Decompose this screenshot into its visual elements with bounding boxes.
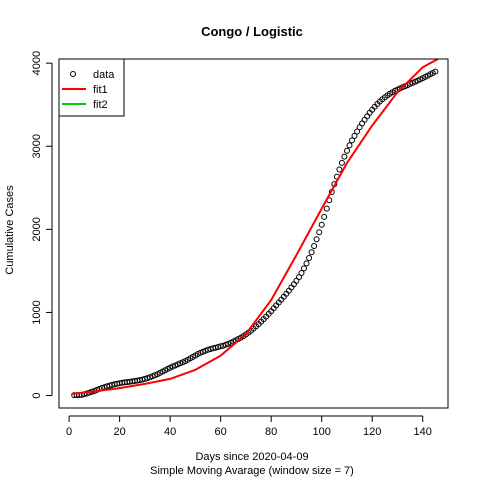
y-axis-label: Cumulative Cases — [4, 185, 16, 275]
data-point-111 — [351, 132, 358, 139]
y-tick-label-1: 1000 — [31, 300, 43, 324]
legend-box — [58, 58, 125, 117]
y-tick-label-3: 3000 — [31, 134, 43, 158]
data-point-53 — [205, 346, 211, 353]
data-point-29 — [144, 375, 151, 382]
data-point-143 — [432, 68, 439, 75]
data-point-97 — [316, 229, 323, 236]
legend-label-data: data — [93, 69, 115, 81]
data-point-94 — [308, 249, 315, 256]
x-axis-label: Days since 2020-04-09 — [195, 451, 308, 463]
data-point-99 — [321, 213, 328, 220]
data-point-98 — [318, 221, 325, 228]
data-point-100 — [323, 205, 330, 212]
data-point-108 — [344, 147, 350, 154]
data-point-115 — [361, 116, 368, 123]
legend-marker-data — [70, 71, 76, 77]
y-axis: 0 1000 2000 3000 4000 — [31, 51, 53, 399]
data-point-93 — [306, 255, 313, 261]
x-tick-label-5: 100 — [313, 426, 331, 438]
data-point-96 — [313, 236, 320, 243]
x-axis: 0 20 40 60 80 100 120 140 — [66, 415, 432, 438]
data-point-110 — [349, 137, 355, 144]
x-tick-label-4: 80 — [265, 426, 277, 438]
legend: data fit1 fit2 — [58, 58, 125, 117]
x-tick-label-3: 60 — [215, 426, 227, 438]
x-tick-label-2: 40 — [164, 426, 176, 438]
chart-title: Congo / Logistic — [201, 24, 303, 39]
chart-subtitle: Simple Moving Avarage (window size = 7) — [150, 465, 354, 477]
data-point-92 — [303, 260, 310, 267]
data-points — [71, 68, 439, 399]
x-tick-label-0: 0 — [66, 426, 72, 438]
plot-frame — [58, 58, 449, 409]
data-point-106 — [338, 159, 345, 166]
y-tick-label-2: 2000 — [31, 217, 43, 241]
data-point-42 — [177, 360, 184, 367]
x-tick-label-6: 120 — [363, 426, 381, 438]
data-point-134 — [409, 79, 416, 86]
data-point-91 — [301, 265, 307, 272]
data-point-105 — [336, 166, 343, 173]
y-tick-label-0: 0 — [31, 392, 43, 398]
fit-lines — [71, 58, 439, 395]
legend-label-fit1: fit1 — [93, 84, 108, 96]
data-point-107 — [341, 153, 348, 160]
y-tick-label-4: 4000 — [31, 51, 43, 75]
data-point-95 — [311, 243, 318, 249]
data-point-30 — [146, 374, 153, 381]
x-tick-label-1: 20 — [113, 426, 125, 438]
data-point-109 — [346, 142, 353, 149]
x-tick-label-7: 140 — [414, 426, 432, 438]
fit1-line — [71, 58, 439, 395]
legend-label-fit2: fit2 — [93, 99, 108, 111]
data-point-112 — [354, 128, 361, 135]
data-point-90 — [298, 270, 305, 276]
